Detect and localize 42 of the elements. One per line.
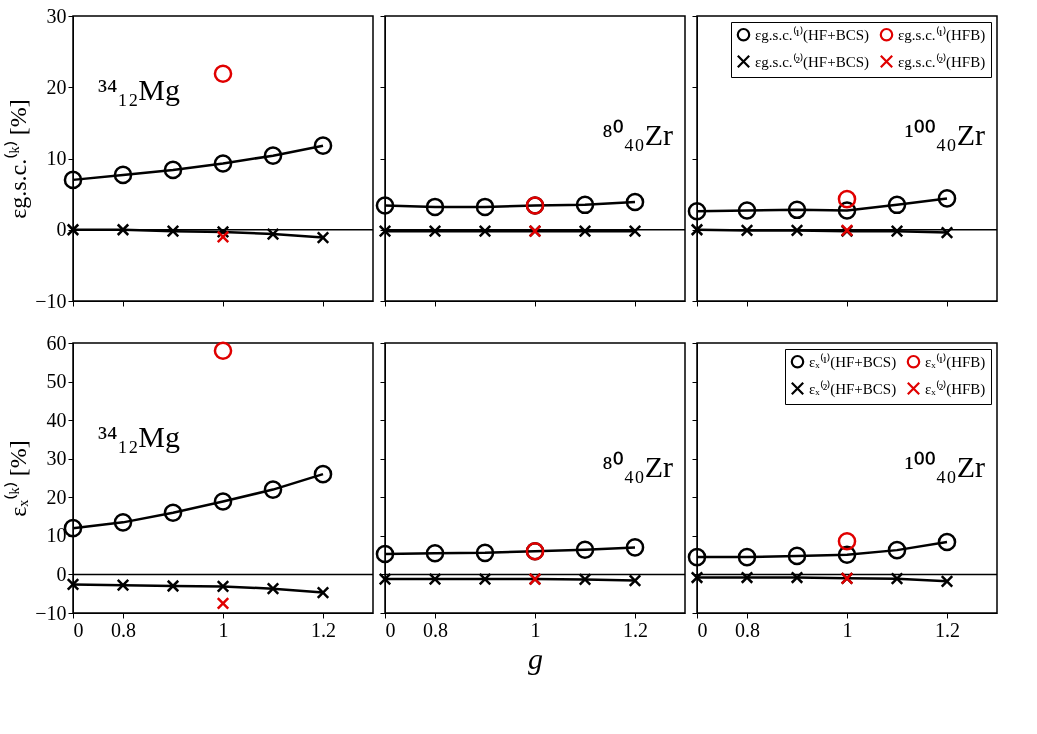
annotation: ³⁴₁₂Mg bbox=[98, 73, 181, 106]
legend-label: εg.s.c.⁽¹⁾(HFB) bbox=[898, 25, 986, 44]
x-tick-label: 0.8 bbox=[735, 618, 760, 641]
legend-label: εₓ⁽¹⁾(HF+BCS) bbox=[809, 352, 897, 371]
annotation: ¹⁰⁰₄₀Zr bbox=[904, 118, 985, 151]
x-tick-label: 0.8 bbox=[423, 618, 448, 641]
y-tick-label: 0 bbox=[56, 562, 67, 585]
legend-label: εg.s.c.⁽¹⁾(HF+BCS) bbox=[755, 25, 870, 44]
y-axis-title: εg.s.c.⁽ᵏ⁾ [%] bbox=[4, 99, 32, 219]
y-tick-label: −10 bbox=[35, 289, 67, 312]
annotation: ⁸⁰₄₀Zr bbox=[602, 450, 673, 483]
y-tick-label: 0 bbox=[56, 218, 67, 241]
y-tick-label: 20 bbox=[46, 75, 67, 98]
y-tick-label: 30 bbox=[46, 4, 67, 27]
legend-label: εₓ⁽²⁾(HF+BCS) bbox=[809, 379, 897, 398]
legend-label: εg.s.c.⁽²⁾(HF+BCS) bbox=[755, 52, 870, 71]
annotation: ⁸⁰₄₀Zr bbox=[602, 118, 673, 151]
x-axis-title: g bbox=[528, 641, 543, 675]
annotation: ³⁴₁₂Mg bbox=[98, 420, 181, 453]
y-tick-label: −10 bbox=[35, 601, 67, 624]
legend-label: εₓ⁽¹⁾(HFB) bbox=[925, 352, 986, 371]
legend-label: εg.s.c.⁽²⁾(HFB) bbox=[898, 52, 986, 71]
x-tick-label: 1 bbox=[218, 618, 229, 641]
x-tick-label: 0.8 bbox=[111, 618, 136, 641]
x-tick-label: 0 bbox=[385, 618, 396, 641]
y-tick-label: 40 bbox=[46, 408, 67, 431]
legend-label: εₓ⁽²⁾(HFB) bbox=[925, 379, 986, 398]
y-tick-label: 50 bbox=[46, 370, 67, 393]
x-tick-label: 1.2 bbox=[935, 618, 960, 641]
x-tick-label: 1 bbox=[530, 618, 541, 641]
x-tick-label: 0 bbox=[73, 618, 84, 641]
x-tick-label: 1.2 bbox=[311, 618, 336, 641]
annotation: ¹⁰⁰₄₀Zr bbox=[904, 450, 985, 483]
x-tick-label: 0 bbox=[697, 618, 708, 641]
y-tick-label: 10 bbox=[46, 524, 67, 547]
y-tick-label: 20 bbox=[46, 485, 67, 508]
y-axis-title: εₓ⁽ᵏ⁾ [%] bbox=[4, 440, 32, 517]
y-tick-label: 60 bbox=[46, 331, 67, 354]
y-tick-label: 30 bbox=[46, 447, 67, 470]
x-tick-label: 1 bbox=[842, 618, 853, 641]
x-tick-label: 1.2 bbox=[623, 618, 648, 641]
y-tick-label: 10 bbox=[46, 147, 67, 169]
